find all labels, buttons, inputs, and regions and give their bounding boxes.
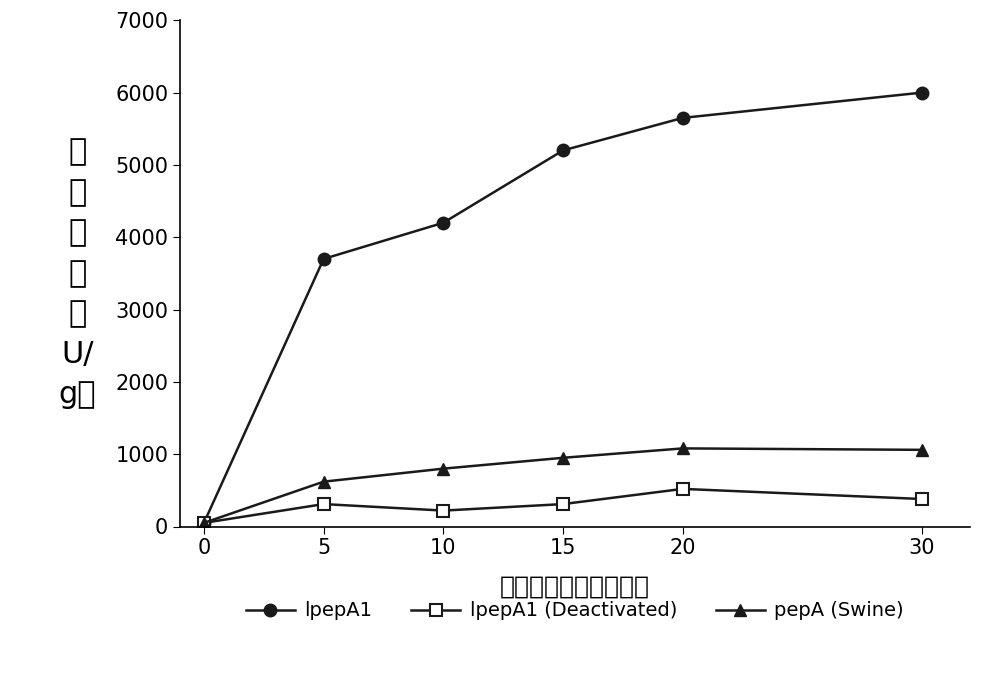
pepA (Swine) bbox=[677, 444, 689, 452]
lpepA1 (Deactivated) bbox=[916, 495, 928, 503]
lpepA1 bbox=[916, 88, 928, 97]
pepA (Swine) bbox=[557, 454, 569, 462]
lpepA1 bbox=[198, 519, 210, 527]
Line: pepA (Swine): pepA (Swine) bbox=[198, 442, 928, 529]
pepA (Swine) bbox=[198, 519, 210, 527]
pepA (Swine) bbox=[318, 478, 330, 486]
lpepA1 bbox=[677, 114, 689, 122]
Line: lpepA1: lpepA1 bbox=[198, 86, 928, 529]
lpepA1 (Deactivated) bbox=[557, 500, 569, 508]
lpepA1 (Deactivated) bbox=[318, 500, 330, 508]
lpepA1 (Deactivated) bbox=[437, 506, 449, 514]
pepA (Swine) bbox=[916, 446, 928, 454]
Line: lpepA1 (Deactivated): lpepA1 (Deactivated) bbox=[198, 483, 928, 529]
pepA (Swine) bbox=[437, 464, 449, 472]
Text: 表
观
酶
活
（
U/
g）: 表 观 酶 活 （ U/ g） bbox=[59, 138, 96, 409]
lpepA1 bbox=[557, 146, 569, 155]
X-axis label: 反应时间　　（分钟）: 反应时间 （分钟） bbox=[500, 575, 650, 599]
lpepA1 (Deactivated) bbox=[198, 519, 210, 527]
Legend: lpepA1, lpepA1 (Deactivated), pepA (Swine): lpepA1, lpepA1 (Deactivated), pepA (Swin… bbox=[238, 593, 912, 628]
lpepA1 (Deactivated) bbox=[677, 485, 689, 493]
lpepA1 bbox=[318, 255, 330, 263]
lpepA1 bbox=[437, 219, 449, 227]
